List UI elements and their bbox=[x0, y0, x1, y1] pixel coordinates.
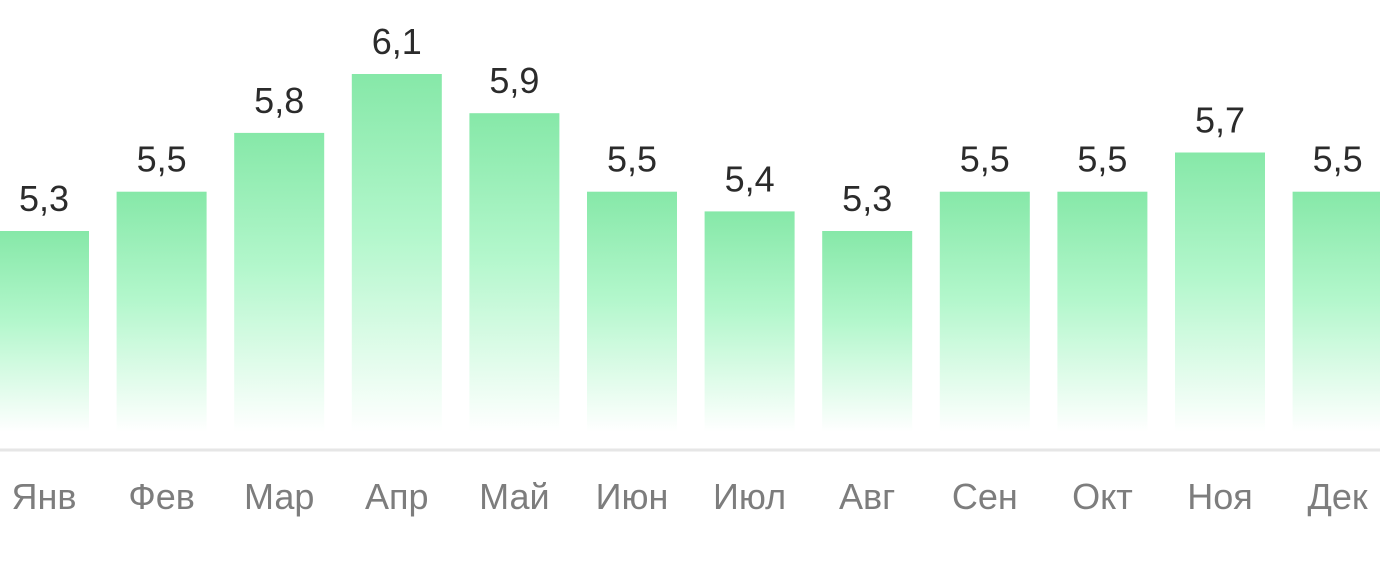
x-tick-label-8: Сен bbox=[952, 476, 1018, 517]
value-label-0: 5,3 bbox=[19, 178, 69, 219]
value-label-6: 5,4 bbox=[725, 158, 775, 199]
x-tick-labels-group: Янв Фев Мар Апр Май Июн Июл Авг Сен Окт Ноя Дек bbox=[11, 476, 1367, 517]
bar-11 bbox=[1292, 191, 1380, 432]
bar-9 bbox=[1057, 191, 1148, 432]
x-tick-label-7: Авг bbox=[839, 476, 895, 517]
bar-1 bbox=[116, 191, 207, 432]
value-label-5: 5,5 bbox=[607, 139, 657, 180]
value-labels-group: 5,3 5,5 5,8 6,1 5,9 5,5 5,4 5,3 5,5 5,5 5,7 5,5 bbox=[19, 21, 1363, 219]
x-tick-label-10: Ноя bbox=[1187, 476, 1253, 517]
value-label-11: 5,5 bbox=[1313, 139, 1363, 180]
x-tick-label-3: Апр bbox=[365, 476, 429, 517]
bar-2 bbox=[234, 132, 325, 432]
bars-group bbox=[0, 74, 1380, 432]
x-tick-label-1: Фев bbox=[128, 476, 195, 517]
x-tick-label-2: Мар bbox=[244, 476, 314, 517]
x-tick-label-5: Июн bbox=[596, 476, 669, 517]
bar-6 bbox=[704, 211, 795, 432]
x-tick-label-11: Дек bbox=[1308, 476, 1368, 517]
x-tick-label-6: Июл bbox=[713, 476, 786, 517]
bar-5 bbox=[587, 191, 677, 432]
value-label-3: 6,1 bbox=[372, 21, 422, 62]
bar-10 bbox=[1175, 152, 1265, 432]
value-label-7: 5,3 bbox=[842, 178, 892, 219]
value-label-10: 5,7 bbox=[1195, 100, 1245, 141]
x-tick-label-4: Май bbox=[479, 476, 550, 517]
bar-7 bbox=[822, 231, 913, 432]
x-tick-label-0: Янв bbox=[11, 476, 76, 517]
bar-0 bbox=[0, 231, 89, 432]
value-label-9: 5,5 bbox=[1077, 139, 1127, 180]
value-label-2: 5,8 bbox=[254, 80, 304, 121]
x-tick-label-9: Окт bbox=[1072, 476, 1133, 517]
value-label-8: 5,5 bbox=[960, 139, 1010, 180]
bar-4 bbox=[469, 113, 560, 432]
bar-8 bbox=[939, 191, 1030, 432]
bar-3 bbox=[351, 74, 442, 432]
value-label-1: 5,5 bbox=[137, 139, 187, 180]
value-label-4: 5,9 bbox=[489, 60, 539, 101]
